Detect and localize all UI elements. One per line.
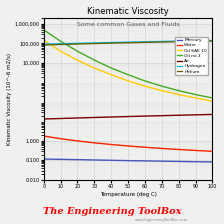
Helium — [93, 42, 96, 45]
Oil no.3 — [93, 59, 96, 61]
Air — [194, 114, 197, 116]
Mercury — [211, 161, 214, 163]
Water — [211, 150, 214, 153]
Oil no.3 — [76, 50, 79, 53]
Mercury — [144, 159, 146, 162]
Helium — [42, 44, 45, 46]
Text: Some common Gases and Fluids: Some common Gases and Fluids — [77, 22, 179, 27]
Line: Water: Water — [44, 136, 212, 151]
Air — [59, 117, 62, 120]
Air — [76, 117, 79, 119]
Oil no.3 — [110, 67, 112, 69]
Helium — [59, 43, 62, 46]
Line: Helium: Helium — [44, 41, 212, 45]
Air — [42, 118, 45, 120]
Mercury — [160, 160, 163, 162]
Mercury — [76, 158, 79, 161]
Oil SAE 10 — [194, 97, 197, 99]
Oil SAE 10 — [144, 85, 146, 87]
Hydrogen — [59, 42, 62, 45]
Air — [127, 115, 129, 118]
Helium — [160, 41, 163, 43]
Air — [110, 116, 112, 118]
Air — [144, 115, 146, 117]
Water — [59, 137, 62, 140]
Mercury — [93, 159, 96, 161]
Line: Mercury: Mercury — [44, 159, 212, 162]
Oil SAE 10 — [42, 39, 45, 41]
Helium — [76, 43, 79, 45]
Hydrogen — [144, 41, 146, 43]
Air — [177, 114, 180, 116]
Mercury — [59, 158, 62, 161]
Line: Oil SAE 10: Oil SAE 10 — [44, 40, 212, 101]
Water — [160, 147, 163, 150]
Oil SAE 10 — [59, 50, 62, 53]
Oil no.3 — [211, 97, 214, 99]
Legend: Mercury, Water, Oil SAE 10, Oil no.3, Air, Hydrogen, Helium: Mercury, Water, Oil SAE 10, Oil no.3, Ai… — [175, 37, 209, 75]
X-axis label: Temperature (deg C): Temperature (deg C) — [100, 192, 157, 197]
Oil no.3 — [127, 73, 129, 76]
Y-axis label: Kinematic Viscosity (10^-6 m2/s): Kinematic Viscosity (10^-6 m2/s) — [7, 53, 12, 145]
Text: The Engineering ToolBox: The Engineering ToolBox — [43, 207, 181, 216]
Air — [211, 113, 214, 116]
Oil SAE 10 — [76, 59, 79, 61]
Oil no.3 — [59, 40, 62, 43]
Hydrogen — [160, 40, 163, 43]
Water — [76, 140, 79, 142]
Hydrogen — [42, 43, 45, 45]
Helium — [194, 40, 197, 43]
Oil no.3 — [42, 28, 45, 31]
Mercury — [127, 159, 129, 162]
Water — [127, 145, 129, 147]
Water — [144, 146, 146, 149]
Oil no.3 — [160, 85, 163, 87]
Water — [110, 143, 112, 146]
Oil SAE 10 — [93, 67, 96, 69]
Mercury — [42, 158, 45, 160]
Water — [177, 148, 180, 151]
Oil SAE 10 — [177, 93, 180, 96]
Air — [160, 114, 163, 117]
Helium — [177, 40, 180, 43]
Air — [93, 116, 96, 119]
Hydrogen — [194, 39, 197, 42]
Hydrogen — [211, 39, 214, 42]
Hydrogen — [127, 41, 129, 43]
Water — [93, 142, 96, 144]
Helium — [144, 41, 146, 44]
Helium — [211, 40, 214, 42]
Oil SAE 10 — [160, 89, 163, 92]
Mercury — [194, 160, 197, 163]
Hydrogen — [76, 42, 79, 45]
Helium — [110, 42, 112, 45]
Text: www.EngineeringToolBox.com: www.EngineeringToolBox.com — [135, 218, 188, 222]
Oil no.3 — [177, 89, 180, 92]
Oil SAE 10 — [211, 100, 214, 103]
Helium — [127, 41, 129, 44]
Water — [194, 149, 197, 152]
Line: Hydrogen: Hydrogen — [44, 41, 212, 44]
Oil SAE 10 — [110, 73, 112, 76]
Oil SAE 10 — [127, 80, 129, 82]
Mercury — [177, 160, 180, 163]
Title: Kinematic Viscosity: Kinematic Viscosity — [87, 7, 169, 16]
Hydrogen — [93, 42, 96, 44]
Oil no.3 — [194, 93, 197, 96]
Mercury — [110, 159, 112, 162]
Line: Air: Air — [44, 114, 212, 119]
Hydrogen — [177, 40, 180, 43]
Oil no.3 — [144, 80, 146, 82]
Hydrogen — [110, 41, 112, 44]
Line: Oil no.3: Oil no.3 — [44, 30, 212, 98]
Water — [42, 135, 45, 137]
